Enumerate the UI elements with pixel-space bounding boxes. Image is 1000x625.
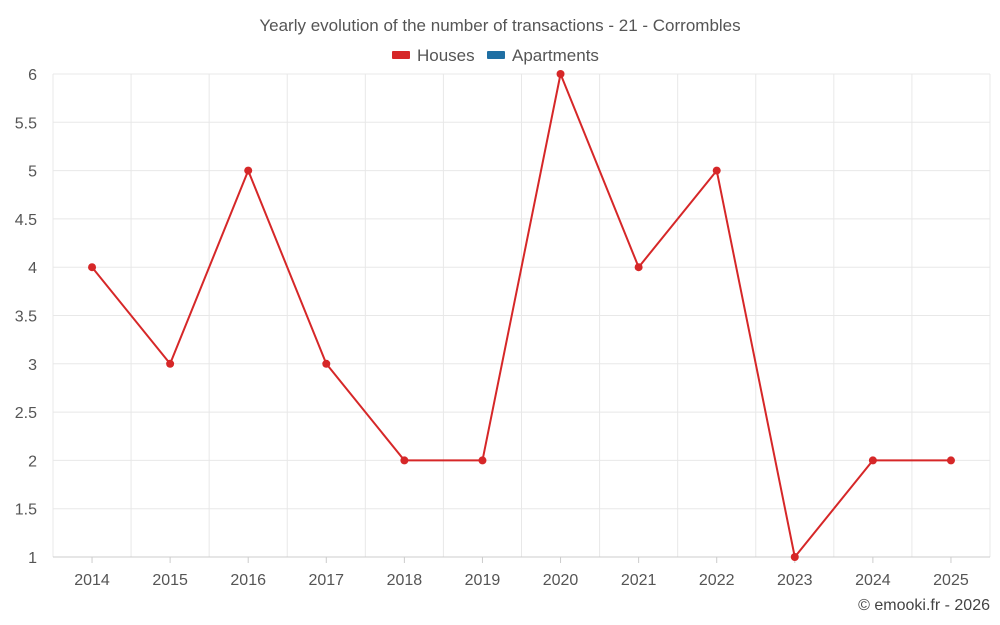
- y-tick-label: 1.5: [15, 502, 37, 519]
- data-point[interactable]: [946, 456, 955, 465]
- data-point[interactable]: [790, 553, 799, 561]
- grid: [52, 73, 991, 558]
- x-tick-label: 2017: [308, 572, 344, 589]
- data-point[interactable]: [244, 166, 253, 175]
- y-tick-label: 5.5: [15, 115, 37, 132]
- series-houses: [88, 70, 955, 561]
- data-point[interactable]: [88, 263, 97, 272]
- y-tick-label: 4.5: [15, 212, 37, 229]
- x-tick-label: 2016: [230, 572, 266, 589]
- data-point[interactable]: [400, 456, 409, 465]
- chart-title: Yearly evolution of the number of transa…: [259, 16, 740, 35]
- x-tick-label: 2018: [387, 572, 423, 589]
- series-line-houses: [91, 73, 951, 558]
- data-point[interactable]: [868, 456, 877, 465]
- y-tick-label: 2.5: [15, 405, 37, 422]
- x-tick-label: 2025: [933, 572, 969, 589]
- x-axis: 2014 2015 2016 2017 2018 2019 2020 2021 2022 2023…: [74, 557, 969, 589]
- y-axis: 1 1.5 2 2.5 3 3.5 4 4.5 5 5.5 6: [15, 67, 37, 567]
- legend-label-apartments[interactable]: Apartments: [512, 46, 599, 65]
- legend-swatch-houses[interactable]: [392, 51, 410, 59]
- legend: Houses Apartments: [392, 46, 599, 65]
- legend-label-houses[interactable]: Houses: [417, 46, 475, 65]
- data-point[interactable]: [322, 359, 331, 368]
- y-tick-label: 3: [28, 357, 37, 374]
- y-tick-label: 3.5: [15, 309, 37, 326]
- x-tick-label: 2014: [74, 572, 110, 589]
- y-tick-label: 4: [28, 260, 37, 277]
- data-point[interactable]: [712, 166, 721, 175]
- data-point[interactable]: [166, 359, 175, 368]
- x-tick-label: 2019: [465, 572, 501, 589]
- x-tick-label: 2021: [621, 572, 657, 589]
- x-tick-label: 2024: [855, 572, 891, 589]
- y-tick-label: 5: [28, 164, 37, 181]
- x-tick-label: 2020: [543, 572, 579, 589]
- y-tick-label: 2: [28, 453, 37, 470]
- data-point[interactable]: [556, 70, 565, 78]
- x-tick-label: 2022: [699, 572, 735, 589]
- data-point[interactable]: [634, 263, 643, 272]
- y-tick-label: 1: [28, 550, 37, 567]
- data-point[interactable]: [478, 456, 487, 465]
- credit-text: © emooki.fr - 2026: [858, 597, 990, 614]
- x-tick-label: 2015: [152, 572, 188, 589]
- x-tick-label: 2023: [777, 572, 813, 589]
- legend-swatch-apartments[interactable]: [487, 51, 505, 59]
- y-tick-label: 6: [28, 67, 37, 84]
